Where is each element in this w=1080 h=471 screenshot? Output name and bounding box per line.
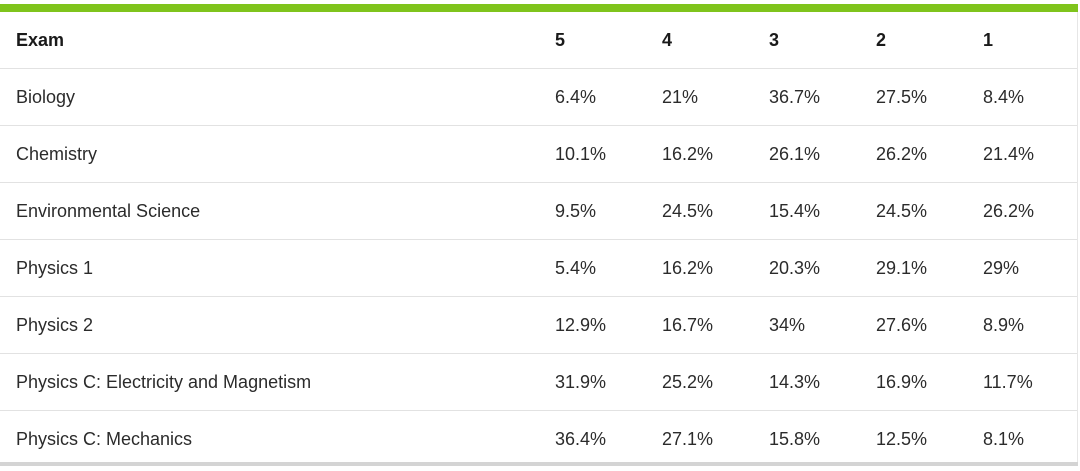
header-score-3: 3 (769, 12, 876, 69)
exam-name-cell: Physics 1 (0, 239, 555, 297)
score-3-cell: 15.4% (769, 182, 876, 240)
score-4-cell: 16.2% (662, 125, 769, 183)
score-4-cell: 21% (662, 68, 769, 126)
score-3-cell: 26.1% (769, 125, 876, 183)
score-4-cell: 25.2% (662, 353, 769, 411)
table-row: Physics C: Mechanics 36.4% 27.1% 15.8% 1… (0, 411, 1078, 468)
score-1-cell: 21.4% (983, 125, 1078, 183)
header-score-2: 2 (876, 12, 983, 69)
score-distribution-table: Exam 5 4 3 2 1 Biology 6.4% 21% 36.7% 27… (0, 12, 1078, 467)
score-5-cell: 12.9% (555, 296, 662, 354)
score-3-cell: 36.7% (769, 68, 876, 126)
score-2-cell: 27.6% (876, 296, 983, 354)
header-score-4: 4 (662, 12, 769, 69)
score-3-cell: 14.3% (769, 353, 876, 411)
score-5-cell: 10.1% (555, 125, 662, 183)
score-1-cell: 11.7% (983, 353, 1078, 411)
accent-bar (0, 4, 1078, 12)
score-3-cell: 20.3% (769, 239, 876, 297)
score-5-cell: 5.4% (555, 239, 662, 297)
score-2-cell: 26.2% (876, 125, 983, 183)
score-2-cell: 16.9% (876, 353, 983, 411)
score-4-cell: 24.5% (662, 182, 769, 240)
score-5-cell: 9.5% (555, 182, 662, 240)
header-score-5: 5 (555, 12, 662, 69)
score-5-cell: 31.9% (555, 353, 662, 411)
score-2-cell: 29.1% (876, 239, 983, 297)
score-2-cell: 12.5% (876, 428, 928, 449)
table-right-edge (1077, 12, 1078, 466)
score-1-cell: 29% (983, 239, 1078, 297)
score-3-cell: 34% (769, 296, 876, 354)
table-bottom-rule (0, 462, 1078, 466)
exam-name-cell: Environmental Science (0, 182, 555, 240)
table-row: Physics C: Electricity and Magnetism 31.… (0, 353, 1078, 411)
table-row: Physics 1 5.4% 16.2% 20.3% 29.1% 29% (0, 239, 1078, 297)
table-row: Physics 2 12.9% 16.7% 34% 27.6% 8.9% (0, 296, 1078, 354)
score-4-cell: 16.2% (662, 239, 769, 297)
score-3-cell: 15.8% (769, 428, 821, 449)
score-5-cell: 6.4% (555, 68, 662, 126)
exam-name-cell: Physics C: Electricity and Magnetism (0, 353, 555, 411)
exam-name-cell: Chemistry (0, 125, 555, 183)
exam-name-cell: Physics C: Mechanics (16, 428, 193, 449)
header-exam: Exam (0, 12, 555, 69)
table-header-row: Exam 5 4 3 2 1 (0, 12, 1078, 69)
score-2-cell: 27.5% (876, 68, 983, 126)
score-4-cell: 27.1% (662, 428, 714, 449)
score-1-cell: 8.9% (983, 296, 1078, 354)
score-4-cell: 16.7% (662, 296, 769, 354)
header-score-1: 1 (983, 12, 1078, 69)
score-1-cell: 26.2% (983, 182, 1078, 240)
exam-name-cell: Physics 2 (0, 296, 555, 354)
score-2-cell: 24.5% (876, 182, 983, 240)
table-row: Chemistry 10.1% 16.2% 26.1% 26.2% 21.4% (0, 125, 1078, 183)
score-1-cell: 8.1% (983, 428, 1025, 449)
score-1-cell: 8.4% (983, 68, 1078, 126)
exam-name-cell: Biology (0, 68, 555, 126)
score-5-cell: 36.4% (555, 428, 607, 449)
table-row: Biology 6.4% 21% 36.7% 27.5% 8.4% (0, 68, 1078, 126)
table-row: Environmental Science 9.5% 24.5% 15.4% 2… (0, 182, 1078, 240)
